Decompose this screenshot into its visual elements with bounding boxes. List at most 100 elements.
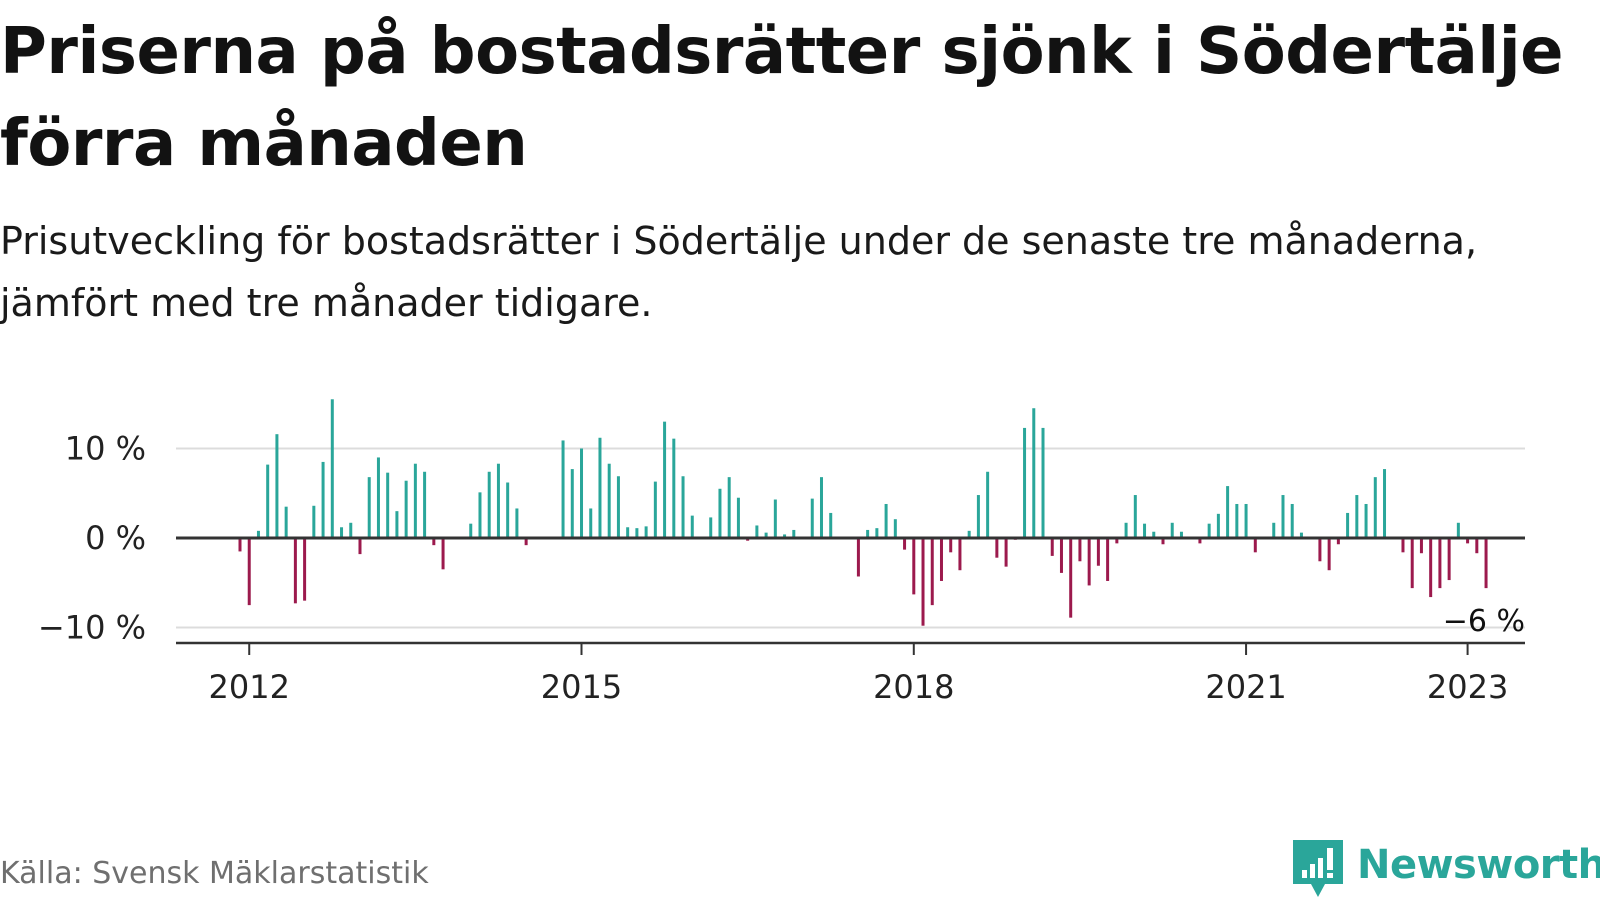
bar: [284, 506, 288, 538]
bar: [570, 469, 574, 538]
bar: [478, 492, 482, 538]
bar: [303, 538, 307, 601]
bar: [1429, 538, 1433, 598]
bar: [506, 482, 510, 538]
y-tick-label: 10 %: [65, 430, 146, 468]
bar: [773, 499, 777, 538]
bar: [349, 522, 353, 538]
bar: [607, 463, 611, 538]
bar: [1327, 538, 1331, 571]
bar: [1023, 427, 1027, 538]
bar: [1364, 503, 1368, 538]
bar: [404, 480, 408, 538]
bar: [441, 538, 445, 570]
bar: [616, 476, 620, 538]
bar: [515, 508, 519, 538]
bar: [266, 464, 270, 538]
x-tick-label: 2018: [873, 668, 954, 706]
bar: [432, 538, 436, 546]
bar: [275, 434, 279, 538]
bar: [1152, 531, 1156, 538]
bar: [238, 538, 242, 552]
bar: [1281, 495, 1285, 538]
bar-chart: 10 % 0 % −10 % 2012 2015 2018 2021 2023 −6 %: [38, 399, 1525, 706]
end-value-label: −6 %: [1443, 604, 1525, 639]
bar: [524, 538, 528, 546]
bar: [930, 538, 934, 606]
bar: [755, 525, 759, 538]
bar: [367, 477, 371, 538]
bar: [1087, 538, 1091, 586]
bar: [487, 471, 491, 538]
bar: [1226, 486, 1230, 538]
grid-lines: [176, 447, 1525, 629]
bar: [1419, 538, 1423, 554]
bar: [1410, 538, 1414, 589]
bar: [561, 440, 565, 538]
bar: [783, 534, 787, 538]
x-axis-tick-labels: 2012 2015 2018 2021 2023: [209, 643, 1508, 706]
bar: [1032, 408, 1036, 538]
bar: [986, 471, 990, 538]
source-note: Källa: Svensk Mäklarstatistik: [0, 856, 429, 891]
bar: [1346, 512, 1350, 538]
bar: [1096, 538, 1100, 566]
bar: [1290, 503, 1294, 538]
bar: [1216, 513, 1220, 538]
bar: [736, 497, 740, 538]
bar: [912, 538, 916, 595]
bar: [764, 532, 768, 538]
bar: [1299, 532, 1303, 538]
bar: [727, 477, 731, 538]
bar-chart-logo-icon: [1293, 840, 1343, 897]
bar: [1133, 495, 1137, 538]
bar: [856, 538, 860, 577]
brand-name: Newsworthy: [1357, 842, 1600, 888]
bar: [1069, 538, 1073, 618]
bar: [1438, 538, 1442, 589]
bar: [1143, 523, 1147, 538]
y-tick-label: 0 %: [85, 519, 146, 557]
bar: [1059, 538, 1063, 573]
bar: [819, 477, 823, 538]
x-tick-label: 2015: [541, 668, 622, 706]
bar: [1170, 522, 1174, 538]
bar: [1484, 538, 1488, 589]
bar: [1336, 538, 1340, 545]
bar: [1401, 538, 1405, 553]
bar: [1318, 538, 1322, 562]
bar: [496, 463, 500, 538]
bar: [663, 421, 667, 538]
chart-title: Priserna på bostadsrätter sjönk i Södert…: [0, 15, 1564, 181]
bar: [1050, 538, 1054, 556]
bar: [321, 461, 325, 538]
bar: [644, 526, 648, 538]
bar: [1106, 538, 1110, 581]
bar: [1207, 523, 1211, 538]
brand: Newsworthy: [1293, 840, 1600, 900]
bar: [1078, 538, 1082, 562]
bar: [672, 438, 676, 538]
bar: [247, 538, 251, 606]
bar: [829, 512, 833, 538]
bar: [690, 515, 694, 538]
bar: [958, 538, 962, 571]
bar: [1447, 538, 1451, 581]
bar: [580, 448, 584, 538]
y-tick-label: −10 %: [38, 609, 146, 647]
bar: [1041, 427, 1045, 538]
bar: [413, 463, 417, 538]
bar: [1373, 477, 1377, 538]
x-tick-label: 2021: [1205, 668, 1286, 706]
bar: [1244, 503, 1248, 538]
bar: [589, 508, 593, 538]
bars: [238, 399, 1488, 626]
bar: [792, 529, 796, 538]
bar: [810, 498, 814, 538]
bar: [423, 471, 427, 538]
bar: [376, 457, 380, 538]
bar: [1383, 469, 1387, 538]
x-tick-label: 2023: [1427, 668, 1508, 706]
bar: [884, 503, 888, 538]
bar: [1235, 503, 1239, 538]
